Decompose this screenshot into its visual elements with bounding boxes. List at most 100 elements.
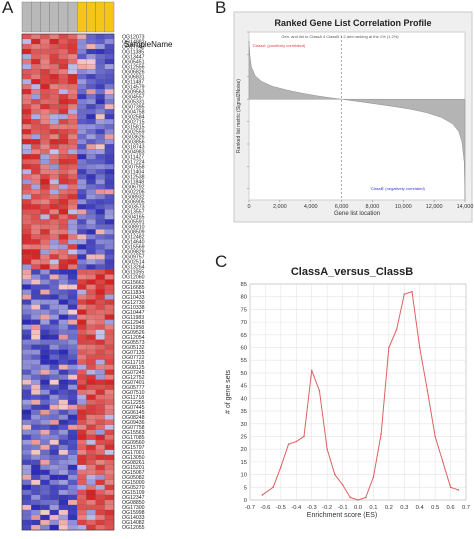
heatmap-cell (104, 419, 115, 426)
heatmap-cell (49, 349, 59, 355)
heatmap-cell (95, 414, 105, 421)
heatmap-cell (58, 449, 69, 456)
heatmap-cell (40, 154, 50, 160)
heatmap-cell (95, 274, 105, 280)
heatmap-cell (95, 509, 105, 516)
gene-label: OG05573 (122, 340, 145, 346)
heatmap-cell (104, 494, 115, 501)
heatmap-cell (77, 469, 87, 476)
heatmap-cell (95, 309, 105, 315)
heatmap-cell (104, 289, 115, 295)
heatmap-cell (40, 429, 50, 436)
heatmap-cell (58, 489, 69, 496)
es-data-point (349, 496, 352, 499)
heatmap-cell (104, 249, 115, 255)
heatmap-cell (104, 469, 115, 476)
heatmap-cell (95, 434, 105, 441)
heatmap-cell (104, 33, 115, 40)
heatmap-cell (31, 279, 41, 285)
heatmap-cell (49, 514, 59, 521)
heatmap-cell (67, 169, 78, 175)
heatmap-cell (21, 179, 32, 185)
heatmap-cell (77, 284, 87, 290)
heatmap-cell (58, 359, 69, 365)
gene-label: OG09560 (122, 440, 145, 446)
heatmap-cell (77, 48, 87, 55)
heatmap-cell (67, 454, 78, 461)
heatmap-cell (21, 519, 32, 526)
heatmap-cell (58, 434, 69, 441)
heatmap-cell (31, 114, 41, 120)
heatmap-cell (58, 404, 69, 411)
gene-label: OG15000 (122, 480, 145, 486)
heatmap-cell (58, 224, 69, 230)
heatmap-cell (104, 89, 115, 95)
heatmap-cell (58, 309, 69, 315)
heatmap-cell (86, 154, 96, 160)
heatmap-cell (104, 394, 115, 401)
heatmap-cell (58, 244, 69, 250)
heatmap-cell (49, 129, 59, 135)
heatmap-cell (95, 179, 105, 185)
heatmap-cell (86, 454, 96, 461)
heatmap-cell (31, 404, 41, 411)
heatmap-cell (77, 214, 87, 220)
gene-label: OG12752 (122, 375, 145, 381)
heatmap-cell (58, 504, 69, 511)
ranked-x-tick-label: 2,000 (273, 204, 287, 210)
heatmap-cell (86, 344, 96, 350)
heatmap-cell (67, 279, 78, 285)
heatmap-cell (21, 129, 32, 135)
heatmap-cell (40, 379, 50, 385)
gene-label: OG02715 (122, 119, 145, 125)
heatmap-cell (67, 474, 78, 481)
heatmap-cell (49, 38, 59, 45)
heatmap-cell (104, 434, 115, 441)
heatmap-cell (49, 434, 59, 441)
gene-label: OG09563 (122, 89, 145, 95)
heatmap-cell (86, 199, 96, 205)
heatmap-cell (77, 369, 87, 375)
es-x-tick-label: -0.1 (338, 505, 348, 511)
heatmap-cell (40, 394, 50, 401)
heatmap-cell (67, 189, 78, 195)
gene-label: OG04165 (122, 215, 145, 221)
heatmap-cell (77, 384, 87, 390)
heatmap-cell (40, 519, 50, 526)
heatmap-cell (67, 274, 78, 280)
heatmap-cell (31, 269, 41, 275)
es-x-tick-label: 0.7 (462, 505, 470, 511)
heatmap-cell (40, 414, 50, 421)
heatmap-cell (31, 419, 41, 426)
heatmap-cell (95, 479, 105, 486)
heatmap-cell (67, 239, 78, 245)
heatmap-cell (67, 84, 78, 90)
heatmap-cell (21, 53, 32, 60)
heatmap-cell (31, 444, 41, 451)
heatmap-cell (31, 474, 41, 481)
heatmap-cell (86, 224, 96, 230)
heatmap-cell (95, 43, 105, 50)
heatmap-cell (49, 304, 59, 310)
heatmap-cell (67, 254, 78, 260)
heatmap-cell (95, 464, 105, 471)
heatmap-cell (95, 524, 105, 531)
heatmap-cell (21, 384, 32, 390)
gene-label: OG12945 (122, 320, 145, 326)
heatmap-cell (67, 74, 78, 80)
heatmap-cell (104, 219, 115, 225)
es-y-tick-label: 75 (241, 307, 247, 313)
heatmap-cell (31, 384, 41, 390)
gene-label: OG12060 (122, 275, 145, 281)
es-data-point (303, 435, 305, 438)
heatmap-cell (40, 319, 50, 325)
heatmap-cell (77, 189, 87, 195)
heatmap-cell (67, 304, 78, 310)
heatmap-cell (31, 124, 41, 130)
heatmap-cell (31, 509, 41, 516)
heatmap-cell (40, 399, 50, 406)
es-data-point (341, 483, 344, 486)
heatmap-cell (95, 289, 105, 295)
es-data-point (318, 389, 321, 392)
heatmap-cell (95, 38, 105, 45)
